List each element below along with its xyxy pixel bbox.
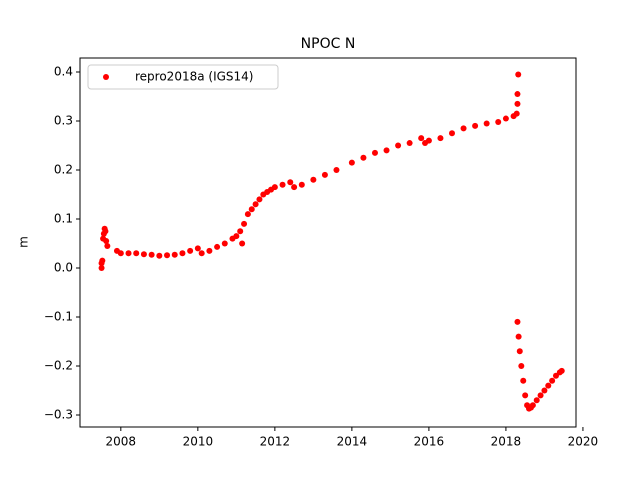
y-tick-label: −0.3 xyxy=(44,407,73,421)
data-point xyxy=(104,242,111,249)
x-tick-label: 2018 xyxy=(491,435,522,449)
data-point xyxy=(187,247,194,254)
data-point xyxy=(437,135,444,142)
data-point xyxy=(140,251,147,258)
x-tick-label: 2016 xyxy=(414,435,445,449)
x-tick-label: 2020 xyxy=(568,435,599,449)
x-tick-label: 2014 xyxy=(337,435,368,449)
data-point xyxy=(449,130,455,137)
y-tick-label: 0.3 xyxy=(54,114,73,128)
data-point xyxy=(515,333,522,340)
data-point xyxy=(360,154,367,161)
y-tick-label: 0.4 xyxy=(54,65,73,79)
y-tick-label: −0.1 xyxy=(44,310,73,324)
data-point xyxy=(103,238,110,245)
y-axis-label: m xyxy=(17,236,31,248)
data-point xyxy=(516,348,523,355)
data-point xyxy=(244,211,251,218)
data-point xyxy=(472,122,479,129)
data-point xyxy=(552,372,559,379)
data-point xyxy=(221,240,228,247)
data-point xyxy=(514,318,521,325)
data-point xyxy=(298,181,305,188)
data-point xyxy=(98,265,105,272)
y-tick-label: 0.1 xyxy=(54,212,73,226)
y-tick-label: 0.2 xyxy=(54,163,73,177)
legend-box xyxy=(87,64,279,90)
data-point xyxy=(99,257,106,264)
data-point xyxy=(206,247,213,254)
y-tick-label: 0.0 xyxy=(54,261,73,275)
data-point xyxy=(545,382,552,389)
data-point xyxy=(237,228,244,235)
data-point xyxy=(156,252,163,259)
data-point xyxy=(239,240,246,247)
data-point xyxy=(198,250,205,257)
data-point xyxy=(148,251,155,258)
data-point xyxy=(537,392,544,399)
plot-frame xyxy=(79,57,577,428)
data-point xyxy=(515,71,522,78)
data-point xyxy=(310,176,317,183)
data-point xyxy=(171,251,178,258)
data-point xyxy=(256,196,263,203)
data-point xyxy=(558,367,565,374)
data-point xyxy=(125,250,132,257)
data-point xyxy=(252,201,259,208)
data-point xyxy=(529,402,536,409)
data-point xyxy=(287,179,294,186)
data-point xyxy=(291,184,298,191)
data-point xyxy=(495,118,502,125)
data-point xyxy=(248,206,255,213)
data-point xyxy=(418,135,425,142)
data-point xyxy=(371,149,378,156)
data-point xyxy=(406,140,413,147)
data-point xyxy=(241,220,248,227)
data-point xyxy=(522,392,529,399)
data-point xyxy=(502,115,509,122)
data-point xyxy=(117,250,124,257)
data-point xyxy=(518,362,525,369)
chart-title: NPOC N xyxy=(301,36,356,52)
data-point xyxy=(279,181,286,188)
data-point xyxy=(102,228,109,235)
data-point xyxy=(321,171,328,178)
legend-label: repro2018a (IGS14) xyxy=(135,70,253,84)
data-point xyxy=(348,159,355,166)
x-tick-label: 2008 xyxy=(106,435,137,449)
x-tick-label: 2012 xyxy=(260,435,291,449)
data-point xyxy=(533,397,540,404)
data-point xyxy=(513,110,520,117)
data-point xyxy=(395,142,402,149)
data-point xyxy=(383,147,390,154)
data-point xyxy=(514,100,521,107)
data-point xyxy=(164,252,171,259)
y-tick-label: −0.2 xyxy=(44,358,73,372)
data-point xyxy=(514,91,521,98)
data-point xyxy=(333,167,340,174)
data-point xyxy=(194,245,201,252)
data-point xyxy=(460,125,467,132)
data-point xyxy=(425,137,432,144)
data-point xyxy=(483,120,490,127)
data-point xyxy=(271,184,278,191)
legend-marker xyxy=(103,74,109,80)
x-tick-label: 2010 xyxy=(183,435,214,449)
data-point xyxy=(214,243,221,250)
data-point xyxy=(179,250,186,257)
data-point xyxy=(549,377,556,384)
data-point xyxy=(233,233,240,240)
data-point xyxy=(520,377,527,384)
data-point xyxy=(541,387,548,394)
data-point xyxy=(133,250,140,257)
